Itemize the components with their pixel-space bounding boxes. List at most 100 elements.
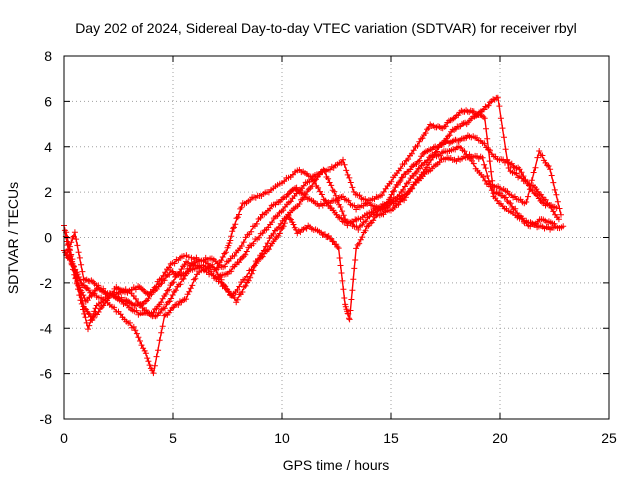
data-point	[276, 230, 283, 237]
data-point	[341, 161, 348, 168]
data-point	[157, 310, 164, 316]
data-point	[72, 274, 79, 281]
data-point	[409, 185, 416, 192]
data-point	[554, 198, 561, 205]
data-point	[555, 216, 562, 223]
data-point	[81, 295, 88, 302]
y-tick-label: -4	[40, 320, 53, 336]
data-point	[496, 103, 503, 110]
data-point	[228, 233, 235, 240]
data-point	[132, 295, 139, 302]
data-point	[287, 198, 294, 205]
data-point	[231, 224, 237, 231]
data-point	[166, 286, 172, 293]
data-point	[545, 163, 552, 169]
data-point	[158, 299, 165, 306]
data-point	[525, 193, 531, 200]
data-point	[350, 276, 357, 283]
x-tick-label: 20	[492, 430, 508, 446]
data-point	[481, 115, 488, 122]
data-point	[336, 255, 343, 261]
data-point	[222, 249, 229, 256]
data-point	[172, 287, 179, 294]
data-point	[359, 234, 366, 241]
data-point	[137, 338, 143, 344]
data-point	[485, 146, 492, 153]
data-point	[171, 260, 178, 267]
data-point	[396, 179, 403, 186]
data-point	[150, 370, 157, 377]
data-point	[349, 287, 356, 294]
data-point	[161, 277, 168, 284]
data-point	[486, 158, 493, 165]
data-point	[482, 165, 489, 172]
x-axis-label: GPS time / hours	[283, 457, 390, 473]
data-point	[424, 164, 431, 171]
data-point	[551, 186, 558, 193]
data-point	[150, 309, 157, 316]
data-point	[192, 275, 199, 282]
data-point	[84, 297, 91, 304]
data-point	[91, 290, 98, 297]
data-point	[485, 102, 492, 109]
data-point	[85, 287, 92, 294]
data-point	[245, 277, 252, 284]
data-point	[236, 259, 242, 266]
data-point	[74, 279, 81, 286]
data-point	[253, 220, 260, 227]
data-point	[325, 175, 332, 182]
data-point	[391, 187, 398, 194]
data-point	[177, 281, 184, 288]
data-point	[82, 314, 89, 321]
data-point	[286, 215, 293, 222]
data-point	[389, 188, 396, 195]
data-point	[420, 169, 427, 176]
data-point	[288, 216, 294, 223]
data-point	[508, 160, 515, 167]
data-point	[522, 177, 529, 184]
data-point	[166, 271, 173, 278]
x-tick-label: 25	[601, 430, 617, 446]
y-tick-label: -6	[40, 366, 53, 382]
data-point	[193, 254, 200, 261]
data-point	[340, 193, 346, 200]
data-point	[222, 263, 228, 270]
data-point	[181, 261, 188, 268]
data-point	[507, 200, 514, 207]
data-point	[280, 207, 287, 214]
data-point	[144, 355, 151, 362]
data-point	[234, 214, 241, 221]
x-tick-label: 15	[383, 430, 399, 446]
data-point	[86, 311, 93, 318]
data-point	[234, 287, 241, 293]
data-point	[328, 182, 335, 189]
x-tick-label: 10	[274, 430, 290, 446]
data-point	[135, 334, 142, 341]
data-point	[532, 164, 539, 171]
data-point	[296, 201, 303, 207]
data-point	[79, 289, 86, 296]
data-point	[344, 171, 351, 178]
data-point	[293, 226, 299, 233]
data-point	[239, 289, 246, 295]
x-tick-label: 0	[60, 430, 68, 446]
data-point	[209, 261, 216, 268]
data-point	[481, 140, 488, 147]
data-point	[248, 270, 255, 277]
data-point	[111, 304, 118, 311]
data-point	[333, 241, 340, 248]
data-point	[484, 135, 491, 142]
data-point	[556, 205, 563, 212]
data-point	[158, 329, 165, 336]
data-point	[518, 169, 525, 176]
data-point	[219, 254, 226, 260]
data-point	[300, 182, 307, 189]
data-point	[238, 243, 245, 249]
data-point	[308, 176, 315, 183]
data-point	[155, 347, 162, 354]
data-point	[247, 274, 254, 281]
data-point	[65, 246, 72, 253]
data-point	[100, 285, 107, 292]
data-point	[250, 240, 257, 247]
y-tick-label: -2	[40, 275, 53, 291]
